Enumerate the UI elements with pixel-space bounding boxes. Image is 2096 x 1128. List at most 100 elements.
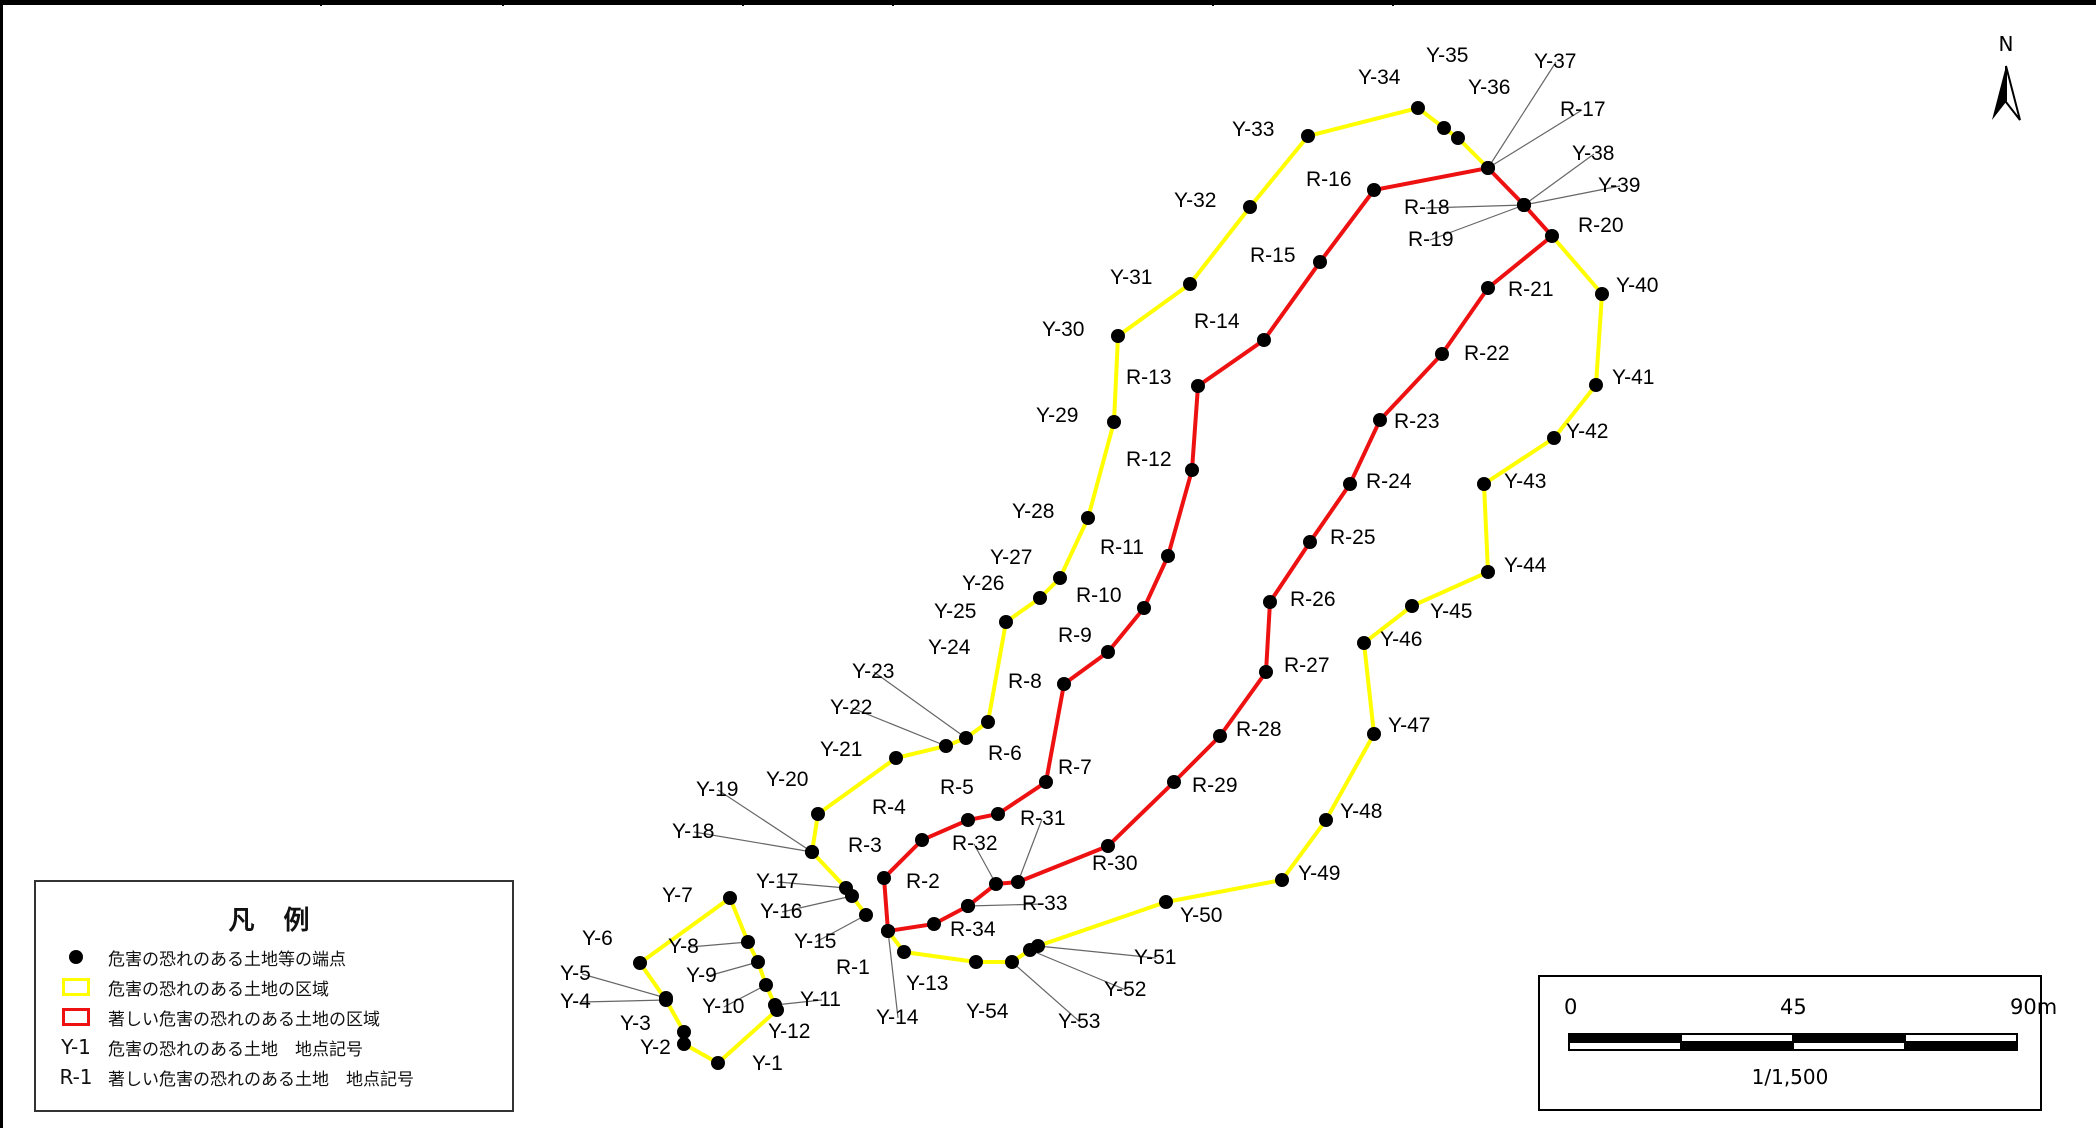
survey-point-marker: [915, 833, 929, 847]
point-label: Y-7: [662, 884, 693, 907]
point-label: R-11: [1100, 536, 1144, 559]
scale-segment: [1680, 1041, 1794, 1051]
survey-point-marker: [961, 899, 975, 913]
scale-segment: [1792, 1041, 1906, 1051]
survey-point-marker: [1411, 101, 1425, 115]
survey-point-marker: [751, 955, 765, 969]
scale-label-90m: 90m: [2010, 995, 2058, 1019]
point-label: R-9: [1058, 624, 1092, 647]
survey-point-marker: [989, 877, 1003, 891]
survey-point-marker: [1259, 665, 1273, 679]
point-label: R-6: [988, 742, 1022, 765]
point-label: Y-1: [752, 1052, 783, 1075]
point-label: Y-5: [560, 962, 591, 985]
point-label: Y-11: [800, 988, 841, 1011]
survey-point-marker: [805, 845, 819, 859]
point-label: Y-54: [966, 1000, 1009, 1023]
survey-point-marker: [1033, 591, 1047, 605]
survey-point-marker: [939, 739, 953, 753]
point-label: Y-22: [830, 696, 872, 719]
yellow-area-swatch-icon: [62, 978, 90, 996]
survey-point-marker: [1275, 873, 1289, 887]
north-arrow-icon: [1992, 65, 2021, 121]
leader-line: [1037, 945, 1157, 959]
point-label: Y-8: [668, 935, 699, 958]
point-label: Y-43: [1504, 470, 1546, 493]
point-label: Y-32: [1174, 189, 1216, 212]
point-label: Y-52: [1104, 978, 1146, 1001]
survey-point-marker: [711, 1056, 725, 1070]
point-label: R-34: [950, 918, 996, 941]
point-label: R-5: [940, 776, 974, 799]
leader-line: [967, 903, 1045, 907]
leader-line: [581, 973, 667, 999]
point-label: Y-49: [1298, 862, 1340, 885]
point-label: R-31: [1020, 807, 1066, 830]
survey-point-marker: [1477, 477, 1491, 491]
leader-line: [1523, 185, 1621, 206]
leader-line: [1017, 818, 1043, 883]
survey-point-marker: [677, 1025, 691, 1039]
survey-point-marker: [1213, 729, 1227, 743]
point-label: R-20: [1578, 214, 1624, 237]
point-label: R-13: [1126, 366, 1172, 389]
point-label: Y-9: [686, 964, 717, 987]
point-label: Y-19: [696, 778, 738, 801]
survey-point-marker: [1263, 595, 1277, 609]
scale-segment: [1568, 1041, 1682, 1051]
point-label: Y-35: [1426, 44, 1468, 67]
leader-line: [873, 671, 967, 739]
point-label: Y-48: [1340, 800, 1382, 823]
legend-red-label: 著しい危害の恐れのある土地の区域: [108, 1009, 380, 1030]
red-boundary-line: [881, 165, 1555, 933]
point-label: Y-4: [560, 990, 591, 1013]
survey-point-marker: [991, 807, 1005, 821]
point-label: Y-34: [1358, 66, 1401, 89]
survey-point-marker: [1367, 727, 1381, 741]
point-label: Y-15: [794, 930, 836, 953]
survey-point-marker: [770, 1003, 784, 1017]
point-label: R-18: [1404, 196, 1450, 219]
survey-point-marker: [1191, 379, 1205, 393]
point-label: Y-47: [1388, 714, 1430, 737]
point-label: Y-17: [756, 870, 798, 893]
point-label: R-4: [872, 796, 906, 819]
survey-point-marker: [1057, 677, 1071, 691]
scale-label-0: 0: [1564, 995, 1578, 1019]
point-label: Y-37: [1534, 50, 1576, 73]
survey-point-marker: [1545, 229, 1559, 243]
leader-line: [1011, 961, 1081, 1023]
point-label: R-14: [1194, 310, 1240, 333]
point-label: R-29: [1192, 774, 1238, 797]
point-label: Y-51: [1134, 946, 1176, 969]
point-label: R-15: [1250, 244, 1296, 267]
point-label: Y-21: [820, 738, 862, 761]
leader-line: [723, 984, 767, 1008]
point-label: Y-18: [672, 820, 714, 843]
leader-line: [781, 895, 853, 913]
point-label: R-24: [1366, 470, 1412, 493]
point-label: R-8: [1008, 670, 1042, 693]
survey-point-marker: [1167, 775, 1181, 789]
legend-row-y-code: Y-1 危害の恐れのある土地 地点記号: [54, 1032, 363, 1062]
legend-y-code: Y-1: [61, 1035, 91, 1059]
leader-line: [689, 941, 749, 948]
header-divider: [1212, 0, 1214, 6]
leader-line: [777, 881, 847, 889]
leader-line: [1429, 204, 1525, 241]
leader-line: [851, 707, 947, 747]
point-label: Y-16: [760, 900, 802, 923]
point-label: Y-23: [852, 660, 894, 683]
header-divider: [320, 0, 322, 6]
point-label: Y-27: [990, 546, 1032, 569]
survey-point-marker: [839, 881, 853, 895]
scale-segment: [1904, 1041, 2018, 1051]
point-label: Y-26: [962, 572, 1004, 595]
leader-line: [693, 831, 813, 853]
survey-point-marker: [1011, 875, 1025, 889]
survey-point-marker: [881, 924, 895, 938]
survey-point-marker: [1303, 535, 1317, 549]
survey-point-marker: [959, 731, 973, 745]
legend-title: 凡 例: [228, 906, 320, 936]
